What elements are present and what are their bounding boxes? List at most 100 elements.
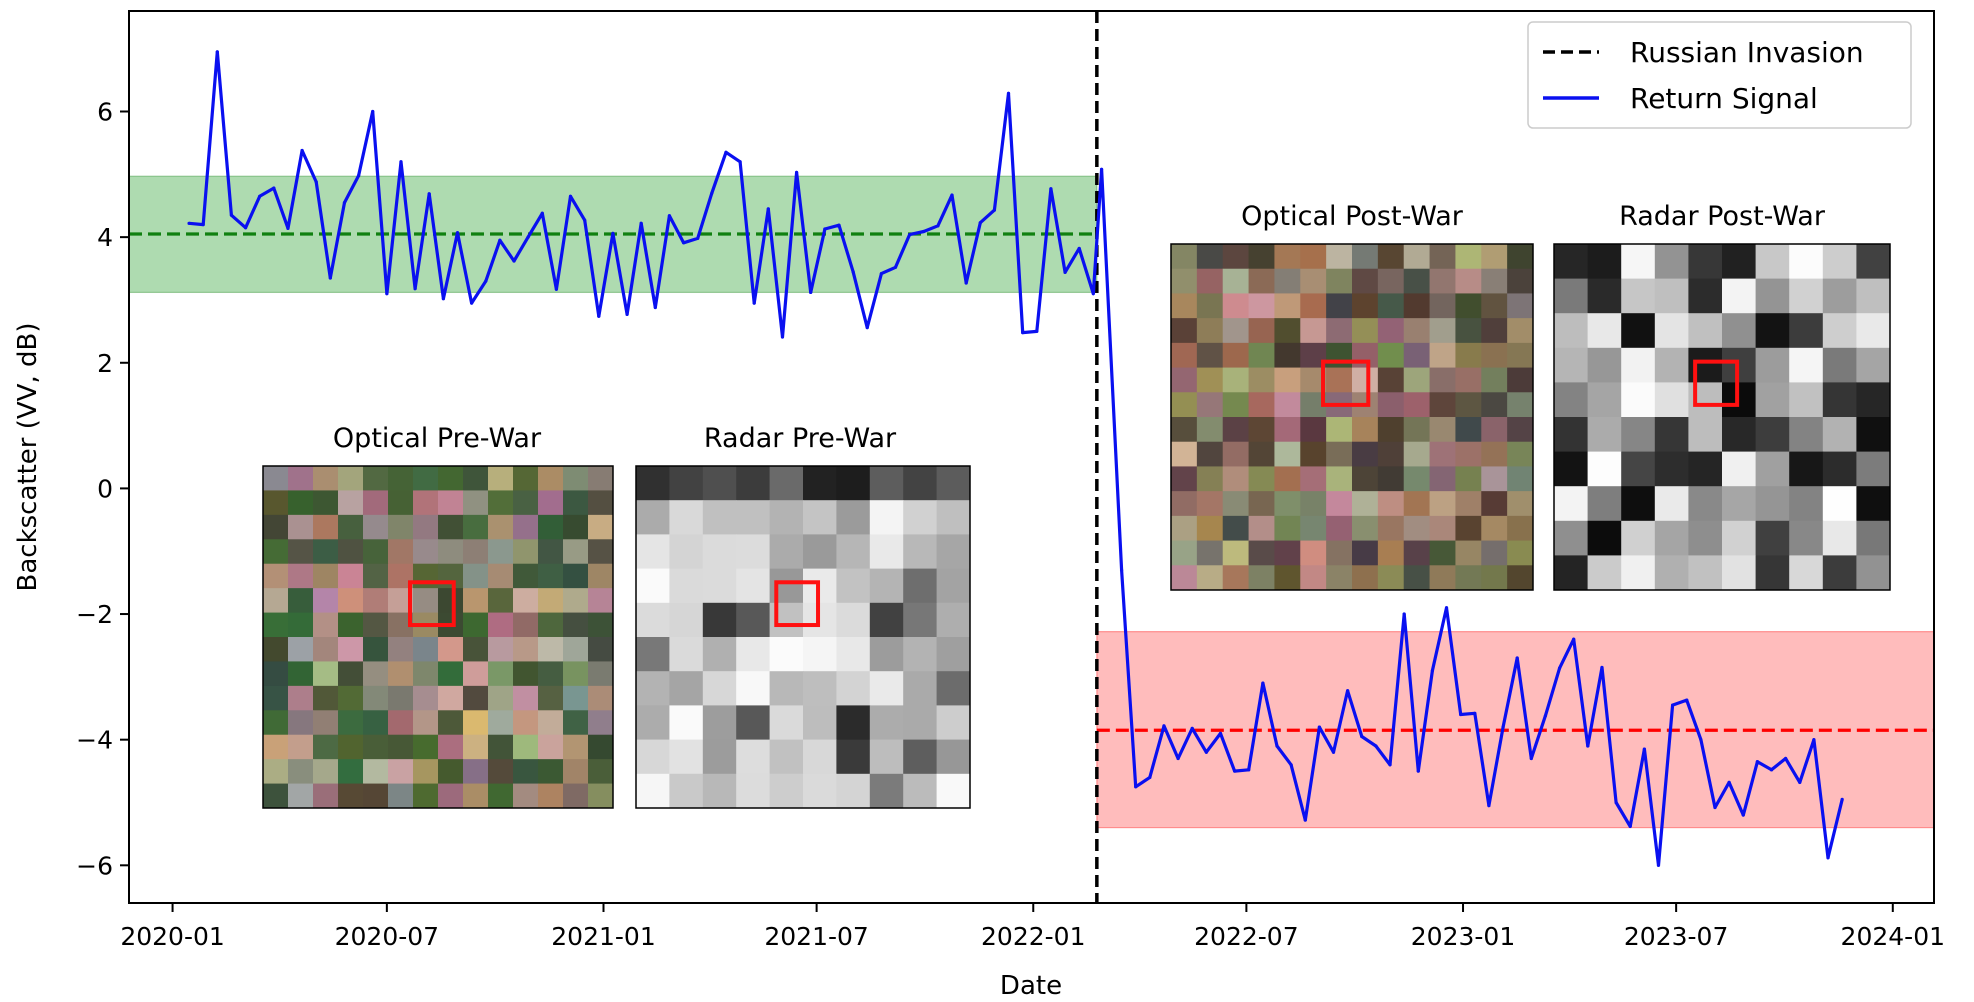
data-point	[1006, 91, 1011, 95]
radar-pixel	[1688, 417, 1723, 453]
x-tick-label: 2022-07	[1194, 922, 1298, 951]
data-point	[597, 314, 601, 318]
data-point	[512, 259, 516, 263]
optical-pixel	[1377, 342, 1405, 369]
data-point	[371, 109, 375, 114]
optical-pixel	[1222, 466, 1250, 492]
y-tick-label: −2	[76, 600, 113, 629]
optical-pixel	[588, 685, 614, 711]
optical-pixel	[313, 759, 339, 785]
optical-pixel	[1377, 392, 1405, 418]
radar-pixel	[636, 773, 670, 809]
radar-pixel	[1587, 520, 1622, 556]
optical-pixel	[1403, 392, 1431, 418]
radar-pixel	[702, 568, 737, 604]
optical-pixel	[1196, 268, 1224, 294]
radar-pixel	[936, 534, 971, 570]
optical-pixel	[1403, 466, 1431, 492]
optical-pixel	[1222, 244, 1250, 270]
optical-pixel	[1248, 466, 1275, 492]
inset-title-3: Radar Post-War	[1619, 201, 1826, 232]
data-point	[1543, 714, 1548, 718]
optical-pixel	[438, 539, 464, 565]
data-point	[1586, 744, 1590, 748]
optical-pixel	[413, 661, 439, 687]
optical-pixel	[313, 734, 339, 760]
inset-border-3	[1553, 243, 1891, 591]
optical-pixel	[513, 710, 539, 736]
optical-pixel	[363, 734, 389, 760]
radar-pixel	[702, 534, 737, 570]
optical-pixel	[588, 661, 614, 687]
optical-pixel	[563, 710, 589, 736]
optical-pixel	[338, 759, 364, 785]
optical-pixel	[438, 490, 464, 516]
y-axis-title: Backscatter (VV, dB)	[13, 323, 43, 592]
optical-pixel	[438, 514, 464, 540]
optical-pixel	[1171, 244, 1198, 270]
optical-pixel	[1171, 540, 1198, 566]
data-point	[879, 271, 883, 276]
optical-pixel	[288, 514, 314, 540]
optical-pixel	[413, 539, 439, 565]
optical-pixel	[513, 490, 539, 516]
radar-pixel	[1554, 451, 1589, 487]
optical-pixel	[1429, 367, 1456, 393]
optical-pixel	[338, 734, 364, 760]
optical-pixel	[488, 563, 514, 589]
optical-pixel	[1171, 342, 1198, 369]
optical-pixel	[513, 637, 539, 662]
radar-pixel	[1822, 278, 1857, 314]
radar-pixel	[702, 671, 737, 706]
optical-pixel	[1507, 342, 1534, 369]
data-point	[1035, 329, 1039, 333]
radar-pixel	[803, 534, 837, 570]
optical-pixel	[1326, 466, 1353, 492]
radar-pixel	[1554, 313, 1589, 349]
optical-pixel	[538, 539, 564, 565]
optical-pixel	[1429, 342, 1456, 369]
y-axis-ticks: 6 4 2 0 −2 −4 −6	[76, 98, 129, 880]
optical-pixel	[513, 734, 539, 760]
optical-pixel	[1352, 417, 1379, 443]
radar-pixel	[836, 602, 871, 638]
optical-pixel	[1222, 540, 1250, 566]
optical-pixel	[563, 661, 589, 687]
radar-pixel	[1822, 382, 1857, 418]
optical-pixel	[1403, 268, 1431, 294]
optical-pixel	[538, 637, 564, 662]
optical-pixel	[538, 612, 564, 638]
optical-pixel	[1429, 515, 1456, 542]
radar-pixel	[1755, 555, 1790, 591]
inset-1: Radar Pre-War	[635, 423, 971, 809]
radar-pixel	[1789, 278, 1824, 314]
optical-pixel	[363, 759, 389, 785]
data-point	[356, 173, 361, 178]
radar-pixel	[1621, 278, 1656, 314]
plot-frame	[128, 10, 1935, 904]
optical-pixel	[513, 612, 539, 638]
radar-pixel	[1621, 382, 1656, 418]
optical-pixel	[1377, 515, 1405, 542]
optical-pixel	[363, 588, 389, 614]
optical-pixel	[1222, 342, 1250, 369]
optical-pixel	[288, 783, 314, 809]
optical-pixel	[1326, 565, 1353, 591]
radar-pixel	[1688, 555, 1723, 591]
radar-pixel	[1688, 486, 1723, 522]
data-point	[837, 223, 841, 227]
radar-pixel	[836, 671, 871, 706]
optical-pixel	[1455, 244, 1482, 270]
radar-pixel	[936, 637, 971, 672]
optical-pixel	[1326, 441, 1353, 467]
radar-pixel	[736, 705, 771, 741]
optical-pixel	[463, 490, 489, 516]
optical-pixel	[1274, 244, 1301, 270]
optical-pixel	[388, 734, 414, 760]
optical-pixel	[1403, 515, 1431, 542]
optical-pixel	[1481, 392, 1508, 418]
optical-pixel	[1300, 293, 1327, 319]
optical-pixel	[1403, 441, 1431, 467]
data-point	[1755, 760, 1759, 764]
optical-pixel	[1222, 515, 1250, 542]
